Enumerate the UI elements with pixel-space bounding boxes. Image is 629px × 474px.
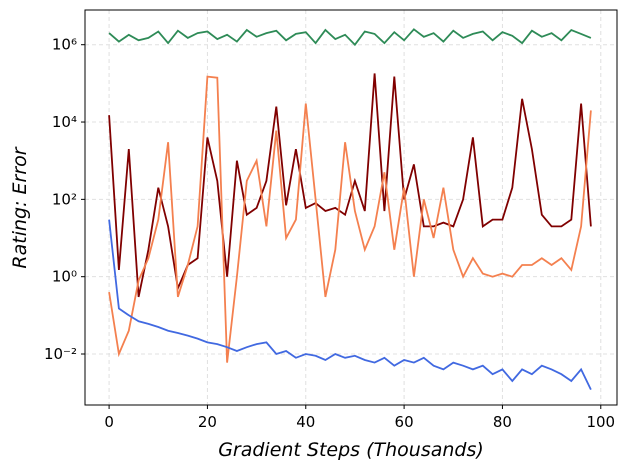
plot-frame [84, 9, 618, 406]
x-tick-label: 0 [104, 413, 114, 431]
series-line [108, 73, 592, 298]
x-tick-label: 40 [296, 413, 315, 431]
x-axis-label: Gradient Steps (Thousands) [218, 439, 484, 461]
y-tick-label: 10² [52, 190, 77, 208]
x-tick-label: 20 [198, 413, 217, 431]
x-tick-label: 60 [395, 413, 414, 431]
series-line [108, 75, 592, 363]
y-tick-label: 10⁰ [52, 268, 77, 286]
series-line [108, 28, 592, 47]
y-tick-label: 10⁴ [52, 113, 77, 131]
y-tick-label: 10⁶ [52, 36, 77, 54]
x-tick-label: 100 [586, 413, 615, 431]
series-line [108, 219, 592, 390]
y-axis-label: Rating: Error [9, 146, 31, 268]
y-tick-label: 10⁻² [44, 345, 77, 363]
x-tick-label: 80 [493, 413, 512, 431]
